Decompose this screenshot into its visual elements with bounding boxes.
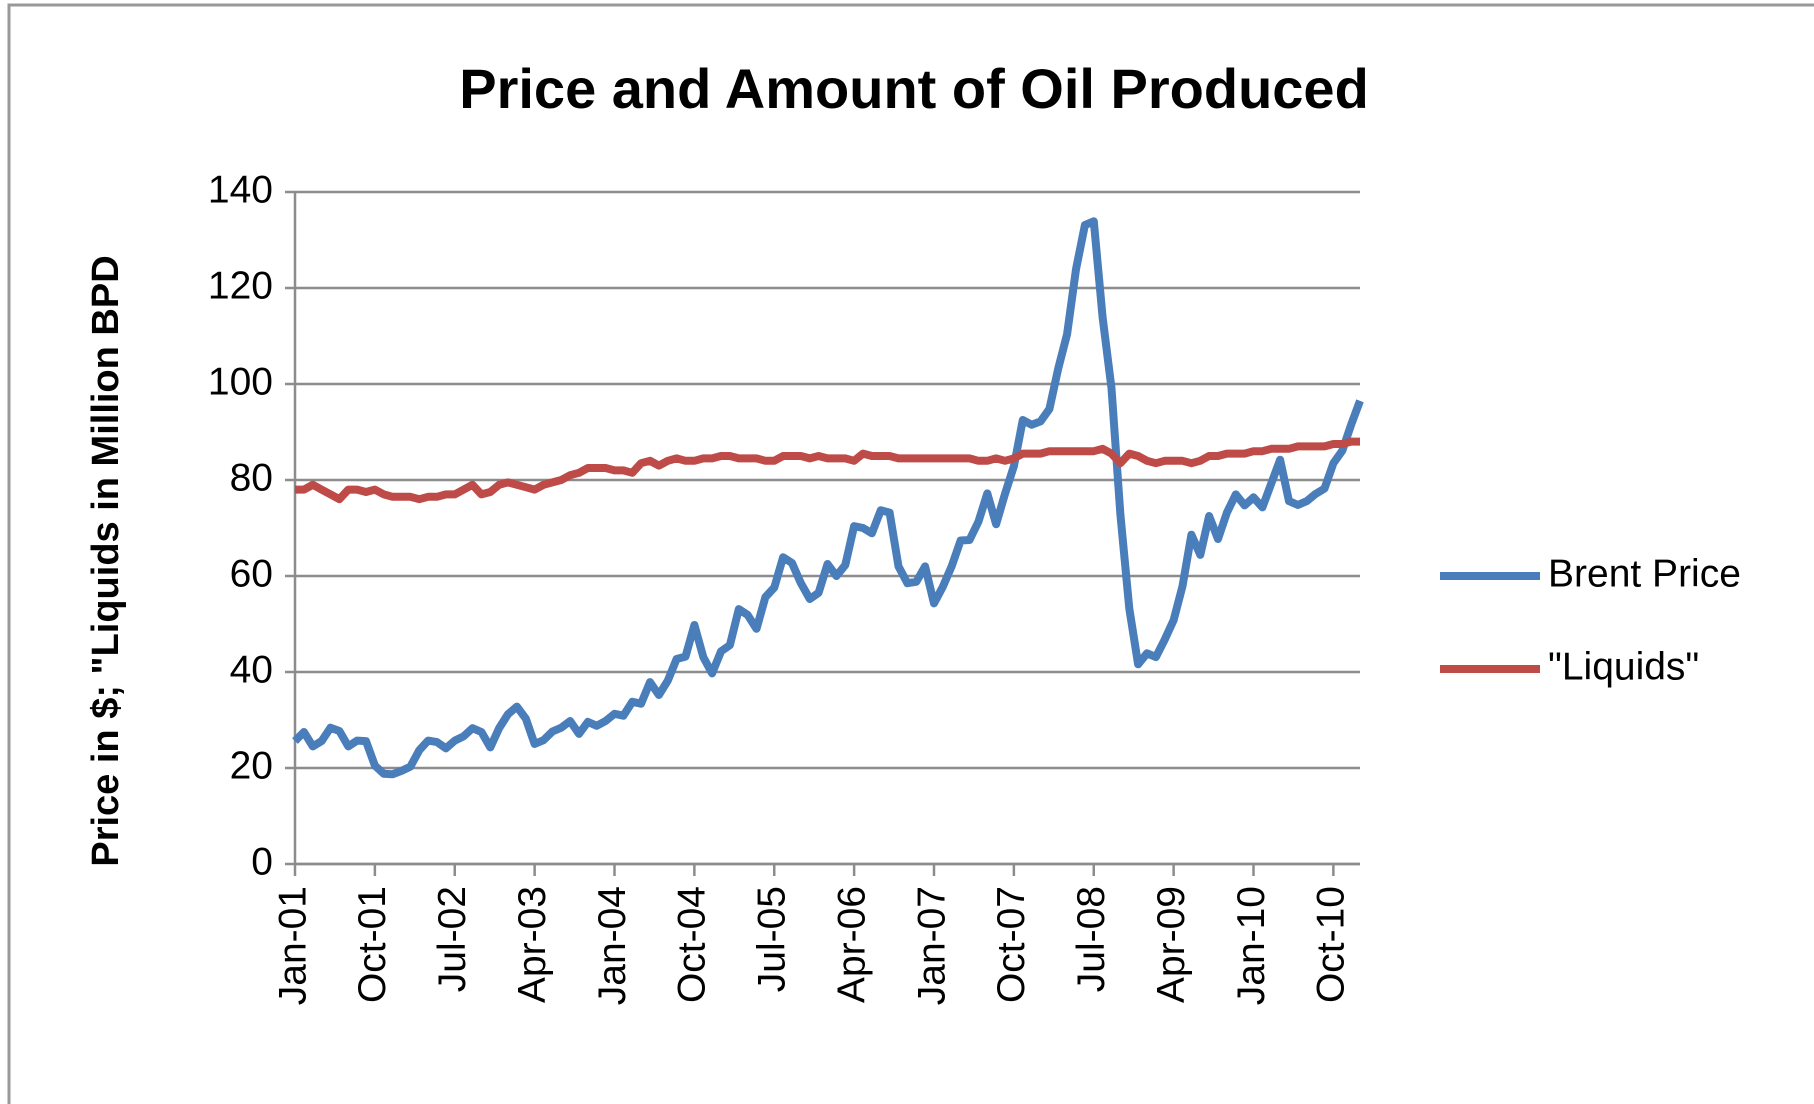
x-tick-label: Jan-07 — [910, 886, 953, 1005]
y-tick-label: 0 — [251, 840, 273, 883]
x-tick-label: Jan-10 — [1230, 886, 1273, 1005]
legend-label: "Liquids" — [1548, 645, 1699, 688]
x-tick-label: Apr-09 — [1150, 886, 1193, 1003]
y-tick-label: 100 — [208, 360, 273, 403]
x-tick-label: Oct-04 — [671, 886, 714, 1003]
x-tick-label: Oct-01 — [351, 886, 394, 1003]
x-tick-label: Jan-01 — [271, 886, 314, 1005]
x-tick-label: Jul-08 — [1070, 886, 1113, 992]
y-tick-label: 20 — [230, 744, 273, 787]
y-tick-label: 60 — [230, 552, 273, 595]
x-tick-label: Jul-02 — [431, 886, 474, 992]
data-line — [292, 217, 1364, 779]
y-tick-label: 120 — [208, 264, 273, 307]
y-axis-title: Price in $; "Liquids in Million BPD — [85, 255, 127, 866]
x-tick-label: Apr-06 — [830, 886, 873, 1003]
data-line — [295, 437, 1360, 504]
chart-frame — [7, 3, 1814, 1104]
y-tick-label: 80 — [230, 456, 273, 499]
chart-title: Price and Amount of Oil Produced — [459, 57, 1369, 120]
legend-label: Brent Price — [1548, 552, 1741, 595]
x-tick-label: Oct-10 — [1310, 886, 1353, 1003]
x-tick-label: Apr-03 — [511, 886, 554, 1003]
y-tick-label: 40 — [230, 648, 273, 691]
x-tick-label: Jul-05 — [751, 886, 794, 992]
x-tick-label: Jan-04 — [591, 886, 634, 1005]
y-tick-label: 140 — [208, 168, 273, 211]
x-tick-label: Oct-07 — [990, 886, 1033, 1003]
